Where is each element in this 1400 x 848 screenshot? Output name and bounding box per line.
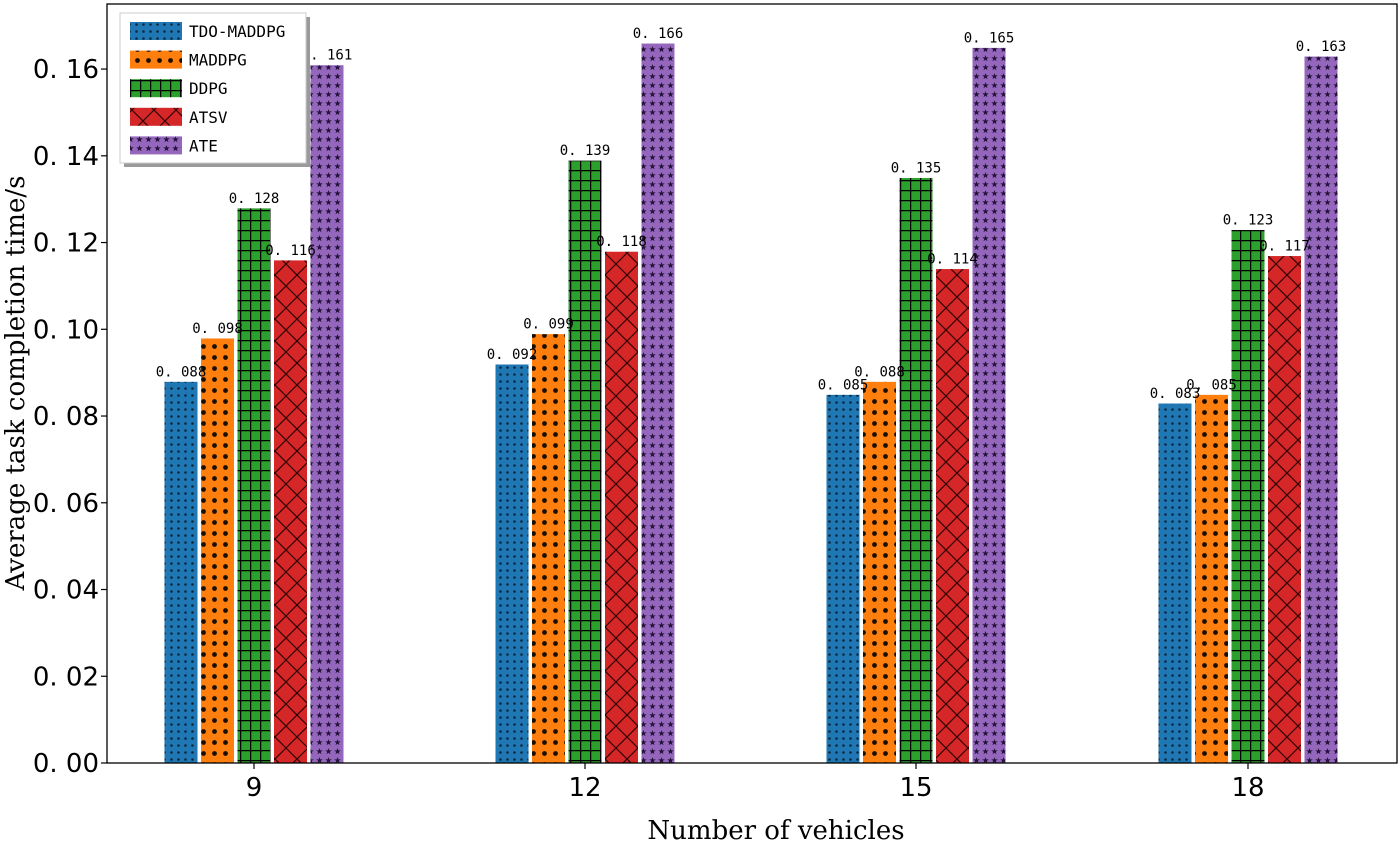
y-tick-label: 0. 10 bbox=[33, 315, 99, 345]
y-tick-label: 0. 12 bbox=[33, 229, 99, 259]
bar-ddpg-18 bbox=[1230, 229, 1266, 764]
data-label: 0. 114 bbox=[927, 252, 978, 268]
y-axis: 0. 00 0. 02 0. 04 0. 06 0. 08 0. 10 0. 12 0. 14… bbox=[33, 55, 107, 779]
bar-atsv-18 bbox=[1267, 255, 1302, 764]
legend: TDO-MADDPG MADDPG DDPG ATSV ATE bbox=[119, 12, 310, 167]
legend-swatch-maddpg bbox=[130, 50, 182, 69]
y-axis-title: Average task completion time/s bbox=[1, 176, 31, 592]
data-label: 0. 092 bbox=[487, 347, 538, 363]
data-label: 0. 083 bbox=[1150, 386, 1201, 402]
data-label: 0. 135 bbox=[891, 160, 942, 176]
legend-label-ddpg: DDPG bbox=[189, 79, 228, 98]
x-tick-label: 9 bbox=[246, 773, 263, 803]
y-tick-label: 0. 16 bbox=[33, 55, 99, 85]
bar-ddpg-9 bbox=[236, 207, 272, 764]
data-label: 0. 088 bbox=[854, 364, 905, 380]
bar-maddpg-9 bbox=[200, 337, 235, 764]
legend-swatch-ate bbox=[130, 136, 182, 155]
data-label: 0. 139 bbox=[560, 143, 611, 159]
bar-maddpg-15 bbox=[862, 380, 897, 764]
bar-atsv-9 bbox=[273, 259, 308, 764]
data-label: 0. 098 bbox=[192, 321, 243, 337]
bar-tdo-maddpg-12 bbox=[494, 363, 530, 764]
bar-atsv-15 bbox=[935, 268, 970, 764]
data-label: 0. 165 bbox=[964, 30, 1015, 46]
legend-swatch-ddpg bbox=[130, 79, 182, 98]
legend-label-maddpg: MADDPG bbox=[189, 51, 247, 70]
bar-tdo-maddpg-18 bbox=[1157, 402, 1193, 764]
data-label: 0. 085 bbox=[1186, 377, 1237, 393]
bar-atsv-12 bbox=[604, 250, 639, 764]
data-label: 0. 117 bbox=[1259, 239, 1310, 255]
plot-frame bbox=[106, 3, 1398, 764]
data-label: 0. 123 bbox=[1223, 213, 1274, 229]
data-label: 0. 116 bbox=[265, 243, 316, 259]
bar-ate-12 bbox=[640, 42, 676, 764]
bar-tdo-maddpg-15 bbox=[825, 393, 861, 764]
legend-label-tdo-maddpg: TDO-MADDPG bbox=[189, 22, 285, 41]
bar-maddpg-12 bbox=[531, 333, 566, 764]
bars-layer bbox=[163, 42, 1339, 764]
data-label: 0. 085 bbox=[818, 377, 869, 393]
legend-swatch-tdo-maddpg bbox=[130, 22, 182, 40]
data-label: 0. 161 bbox=[302, 48, 353, 64]
legend-label-ate: ATE bbox=[189, 136, 218, 155]
y-tick-label: 0. 14 bbox=[33, 142, 99, 172]
bar-ate-15 bbox=[971, 46, 1007, 764]
y-tick-label: 0. 02 bbox=[33, 662, 99, 692]
data-label: 0. 118 bbox=[596, 234, 647, 250]
bar-ddpg-15 bbox=[898, 176, 934, 764]
data-label: 0. 088 bbox=[156, 364, 207, 380]
x-tick-label: 18 bbox=[1231, 773, 1264, 803]
data-label: 0. 166 bbox=[633, 26, 684, 42]
bar-ate-18 bbox=[1303, 55, 1339, 764]
legend-swatch-atsv bbox=[130, 107, 182, 126]
legend-label-atsv: ATSV bbox=[189, 108, 228, 127]
x-axis-title: Number of vehicles bbox=[647, 816, 904, 843]
y-tick-label: 0. 06 bbox=[33, 489, 99, 519]
bar-ddpg-12 bbox=[567, 159, 603, 764]
data-label: 0. 128 bbox=[229, 191, 280, 207]
data-label: 0. 099 bbox=[523, 317, 574, 333]
y-tick-label: 0. 08 bbox=[33, 402, 99, 432]
y-tick-label: 0. 04 bbox=[33, 576, 99, 606]
bar-ate-9 bbox=[309, 64, 345, 764]
y-tick-label: 0. 00 bbox=[33, 749, 99, 779]
x-tick-label: 15 bbox=[899, 773, 932, 803]
x-axis: 9 12 15 18 bbox=[246, 763, 1265, 803]
x-tick-label: 12 bbox=[568, 773, 601, 803]
bar-maddpg-18 bbox=[1194, 393, 1229, 764]
data-label: 0. 163 bbox=[1296, 39, 1347, 55]
bar-tdo-maddpg-9 bbox=[163, 380, 199, 764]
